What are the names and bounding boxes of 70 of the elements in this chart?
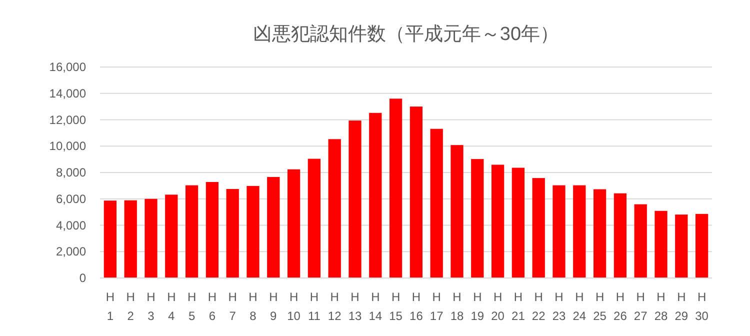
x-tick-label: H 14 — [368, 290, 382, 323]
x-tick-label: H 6 — [208, 290, 217, 323]
x-tick-label: H 21 — [512, 290, 526, 323]
y-tick-label: 16,000 — [49, 60, 86, 74]
x-tick-label: H 20 — [491, 290, 505, 323]
bar — [532, 178, 545, 278]
bar — [634, 204, 647, 278]
x-tick-label: H 26 — [614, 290, 628, 323]
bar — [328, 139, 341, 278]
bar — [471, 159, 484, 278]
x-tick-label: H 16 — [410, 290, 424, 323]
chart-title: 凶悪犯認知件数（平成元年～30年） — [252, 24, 560, 45]
bar — [348, 120, 362, 278]
x-tick-label: H 5 — [187, 290, 196, 323]
bar — [573, 185, 586, 278]
bar — [450, 145, 464, 278]
x-tick-label: H 4 — [167, 290, 176, 323]
bar — [267, 176, 280, 278]
x-tick-label: H 29 — [674, 290, 688, 323]
y-tick-label: 10,000 — [49, 139, 86, 154]
y-tick-label: 14,000 — [49, 86, 86, 100]
y-tick-label: 6,000 — [56, 192, 86, 206]
bar — [104, 200, 117, 278]
y-tick-label: 0 — [79, 271, 86, 285]
bar — [206, 182, 219, 278]
bar — [430, 128, 443, 278]
x-tick-label: H 23 — [552, 290, 566, 323]
x-tick-label: H 28 — [654, 290, 668, 323]
x-tick-label: H 24 — [572, 290, 586, 323]
x-tick-label: H 30 — [695, 290, 709, 323]
bar — [165, 194, 178, 278]
bar — [308, 158, 321, 278]
bar — [552, 185, 566, 278]
bar — [124, 200, 137, 278]
x-tick-label: H 22 — [532, 290, 546, 323]
x-tick-label: H 12 — [328, 290, 342, 323]
x-tick-label: H 25 — [593, 290, 607, 323]
bar — [675, 214, 688, 278]
bar — [287, 169, 300, 278]
x-tick-label: H 13 — [348, 290, 362, 323]
y-tick-label: 4,000 — [56, 218, 86, 232]
bar — [512, 168, 525, 278]
bar — [491, 164, 504, 278]
x-tick-label: H 1 — [106, 290, 115, 323]
x-tick-label: H 15 — [389, 290, 403, 323]
bar — [144, 198, 158, 278]
bar — [369, 112, 382, 278]
bar — [410, 106, 423, 278]
bar — [593, 189, 606, 278]
bar — [246, 186, 260, 278]
x-tick-label: H 18 — [450, 290, 464, 323]
x-tick-label: H 8 — [248, 290, 258, 323]
y-tick-label: 12,000 — [49, 112, 86, 127]
x-tick-label: H 7 — [228, 290, 237, 323]
bar — [654, 210, 668, 278]
x-tick-label: H 11 — [308, 290, 321, 323]
x-tick-label: H 27 — [634, 290, 648, 323]
x-tick-label: H 3 — [146, 290, 156, 323]
x-tick-label: H 10 — [287, 290, 301, 323]
x-tick-label: H 2 — [126, 290, 135, 323]
bar — [185, 185, 198, 278]
y-tick-label: 8,000 — [56, 166, 86, 180]
bar — [226, 188, 239, 278]
bar — [614, 193, 627, 278]
bar — [389, 98, 402, 278]
x-tick-label: H 19 — [470, 290, 484, 323]
bar — [695, 214, 708, 278]
y-tick-label: 2,000 — [56, 244, 86, 259]
x-tick-label: H 9 — [269, 290, 278, 323]
x-tick-label: H 17 — [430, 290, 444, 323]
